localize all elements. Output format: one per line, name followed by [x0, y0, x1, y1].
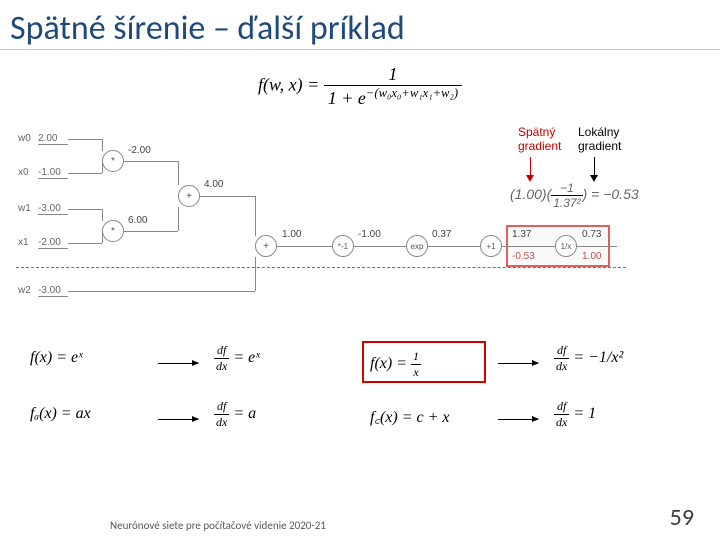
backward-dashed-line — [16, 267, 626, 268]
input-val-x1: -2.00 — [38, 237, 68, 249]
gc-lhs: (1.00)( — [510, 186, 551, 202]
node-plus1: +1 — [480, 235, 502, 257]
node-val-3: 1.00 — [282, 229, 301, 240]
deriv-d-ax: dfdx = a — [214, 399, 256, 430]
dden: dx — [214, 415, 229, 430]
den-exp: −(w₀x₀+w₁x₁+w₂) — [366, 86, 458, 100]
arrow-icon — [158, 419, 198, 420]
derivative-rules: f(x) = eˣ dfdx = eˣ f(x) = 1x dfdx = −1/… — [0, 349, 720, 489]
page-title: Spätné šírenie – ďalší príklad — [0, 0, 720, 50]
gc-rhs: ) = −0.53 — [583, 186, 639, 202]
arrow-icon — [498, 419, 538, 420]
input-label-w2: w2 — [18, 285, 31, 296]
deriv-f-exp: f(x) = eˣ — [30, 349, 83, 367]
dnum: df — [554, 343, 569, 359]
node-val-4: -1.00 — [358, 229, 381, 240]
label-lokalny-gradient: Lokálny gradient — [578, 125, 621, 153]
input-label-x1: x1 — [18, 237, 29, 248]
arrow-red — [530, 157, 531, 177]
dden: dx — [554, 359, 569, 374]
input-val-w2: -3.00 — [38, 285, 68, 297]
input-val-x0: -1.00 — [38, 167, 68, 179]
edge — [255, 257, 256, 291]
deriv-d-exp: dfdx = eˣ — [214, 343, 260, 374]
node-recip: 1/x — [555, 235, 577, 257]
node-grad-6: -0.53 — [512, 251, 535, 262]
node-neg: *-1 — [332, 235, 354, 257]
formula-lhs: f(w, x) = — [258, 75, 324, 95]
gc-frac: −11.37² — [551, 181, 582, 210]
edge — [68, 173, 102, 174]
footer: Neurónové siete pre počítačové videnie 2… — [0, 503, 720, 532]
edge — [178, 161, 179, 185]
node-add-0: + — [178, 185, 200, 207]
deriv-f-ax: fₐ(x) = ax — [30, 405, 91, 423]
input-label-x0: x0 — [18, 167, 29, 178]
frecip-den: x — [411, 365, 421, 380]
input-val-w1: -3.00 — [38, 203, 68, 215]
arrow-black — [594, 157, 595, 177]
edge — [277, 246, 332, 247]
arrow-icon — [158, 363, 198, 364]
edge — [68, 209, 102, 210]
gc-num: −1 — [551, 181, 582, 196]
gc-den: 1.37² — [551, 196, 582, 210]
formula-den: 1 + e−(w₀x₀+w₁x₁+w₂) — [324, 86, 462, 109]
edge — [68, 243, 102, 244]
deriv-d-cplusx: dfdx = 1 — [554, 399, 596, 430]
arrow-icon — [498, 363, 538, 364]
edge — [577, 246, 617, 247]
node-val-2: 4.00 — [204, 179, 223, 190]
gradient-calc: (1.00)(−11.37²) = −0.53 — [510, 181, 639, 210]
input-label-w0: w0 — [18, 133, 31, 144]
drhs: = eˣ — [229, 349, 259, 366]
drhs: = 1 — [569, 405, 596, 422]
formula-num: 1 — [324, 64, 462, 86]
edge — [102, 209, 103, 221]
edge — [102, 139, 103, 151]
page-number: 59 — [670, 503, 694, 532]
node-val-0: -2.00 — [128, 145, 151, 156]
node-val-1: 6.00 — [128, 215, 147, 226]
computation-graph: w0 2.00 x0 -1.00 w1 -3.00 x1 -2.00 w2 -3… — [10, 121, 710, 321]
input-val-w0: 2.00 — [38, 133, 68, 145]
node-val-7: 0.73 — [582, 229, 601, 240]
dden: dx — [214, 359, 229, 374]
edge — [255, 196, 256, 236]
footer-source: Neurónové siete pre počítačové videnie 2… — [110, 519, 326, 532]
frecip-lhs: f(x) = — [370, 355, 411, 372]
drhs: = a — [229, 405, 256, 422]
den-pre: 1 + e — [328, 88, 366, 108]
dnum: df — [214, 399, 229, 415]
edge — [124, 161, 178, 162]
edge — [428, 246, 480, 247]
deriv-f-cplusx: f꜀(x) = c + x — [370, 405, 450, 427]
node-grad-7: 1.00 — [582, 251, 601, 262]
drhs: = −1/x² — [569, 349, 623, 366]
edge — [200, 196, 255, 197]
dnum: df — [554, 399, 569, 415]
deriv-d-recip: dfdx = −1/x² — [554, 343, 623, 374]
edge — [124, 231, 178, 232]
frecip-num: 1 — [411, 349, 421, 365]
node-exp: exp — [406, 235, 428, 257]
deriv-f-recip: f(x) = 1x — [370, 349, 421, 380]
edge — [502, 246, 555, 247]
label-spatny-gradient: Spätný gradient — [518, 125, 561, 153]
node-val-6: 1.37 — [512, 229, 531, 240]
edge — [68, 139, 102, 140]
input-label-w1: w1 — [18, 203, 31, 214]
edge — [68, 291, 255, 292]
node-mul-0: * — [102, 150, 124, 172]
node-mul-1: * — [102, 220, 124, 242]
formula-fraction: 1 1 + e−(w₀x₀+w₁x₁+w₂) — [324, 64, 462, 109]
edge — [178, 207, 179, 231]
dden: dx — [554, 415, 569, 430]
edge — [354, 246, 406, 247]
dnum: df — [214, 343, 229, 359]
node-add-1: + — [255, 235, 277, 257]
node-val-5: 0.37 — [432, 229, 451, 240]
main-formula: f(w, x) = 1 1 + e−(w₀x₀+w₁x₁+w₂) — [0, 64, 720, 109]
